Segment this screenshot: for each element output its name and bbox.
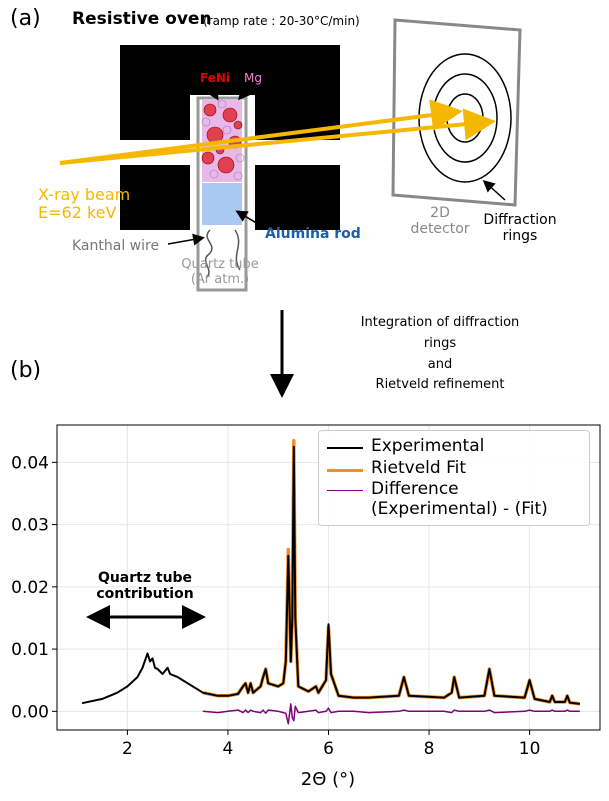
x-tick-label: 10 (519, 739, 541, 759)
alumina-label: Alumina rod (265, 226, 361, 242)
x-tick-label: 6 (323, 739, 334, 759)
oven (120, 45, 340, 230)
kanthal-label: Kanthal wire (72, 238, 160, 254)
legend-item: Difference (Experimental) - (Fit) (325, 479, 583, 519)
series-line (81, 445, 581, 705)
ramp-rate: (ramp rate : 20-30°C/min) (203, 14, 360, 28)
feni-label: FeNi (200, 71, 231, 85)
quartz-label: Quartz tube (Ar atm.) (181, 257, 259, 287)
legend-label: Difference (Experimental) - (Fit) (371, 479, 548, 519)
y-tick-label: 0.02 (11, 578, 49, 598)
oven-title: Resistive oven (72, 9, 212, 29)
chart: 0.00 0.01 0.02 0.03 0.04 2 4 6 8 10 (11, 424, 601, 759)
annotation: Quartz tube contribution (96, 570, 194, 603)
legend-swatch (327, 490, 363, 492)
legend-item: Experimental (325, 436, 583, 457)
rings-label: Diffraction rings (483, 212, 557, 245)
series-line (202, 703, 580, 725)
detector (391, 18, 522, 207)
legend-swatch (327, 447, 363, 449)
panel-label: (b) (10, 358, 42, 383)
x-tick-label: 4 (223, 739, 234, 759)
x-tick-label: 2 (122, 739, 133, 759)
legend-item: Rietveld Fit (325, 457, 583, 479)
legend-label: Experimental (371, 436, 485, 456)
plot-frame (56, 424, 601, 731)
xray-label: X-ray beam E=62 keV (38, 185, 131, 223)
x-tick-label: 8 (424, 739, 435, 759)
detector-label: 2D detector (410, 205, 470, 238)
panel-label: (a) (10, 6, 41, 31)
y-tick-label: 0.03 (11, 516, 49, 536)
xray-beam (59, 99, 496, 165)
x-axis-label: 2Θ (°) (300, 769, 356, 790)
y-tick-label: 0.04 (11, 453, 49, 473)
y-tick-label: 0.01 (11, 640, 49, 660)
legend-swatch (327, 468, 363, 472)
y-tick-label: 0.00 (11, 702, 49, 722)
mg-label: Mg (244, 71, 262, 85)
pointers (167, 85, 506, 398)
legend-label: Rietveld Fit (371, 457, 467, 478)
legend: Experimental Rietveld Fit Difference (Expe… (318, 430, 590, 527)
process-label: Integration of diffraction rings and Rie… (360, 315, 520, 393)
